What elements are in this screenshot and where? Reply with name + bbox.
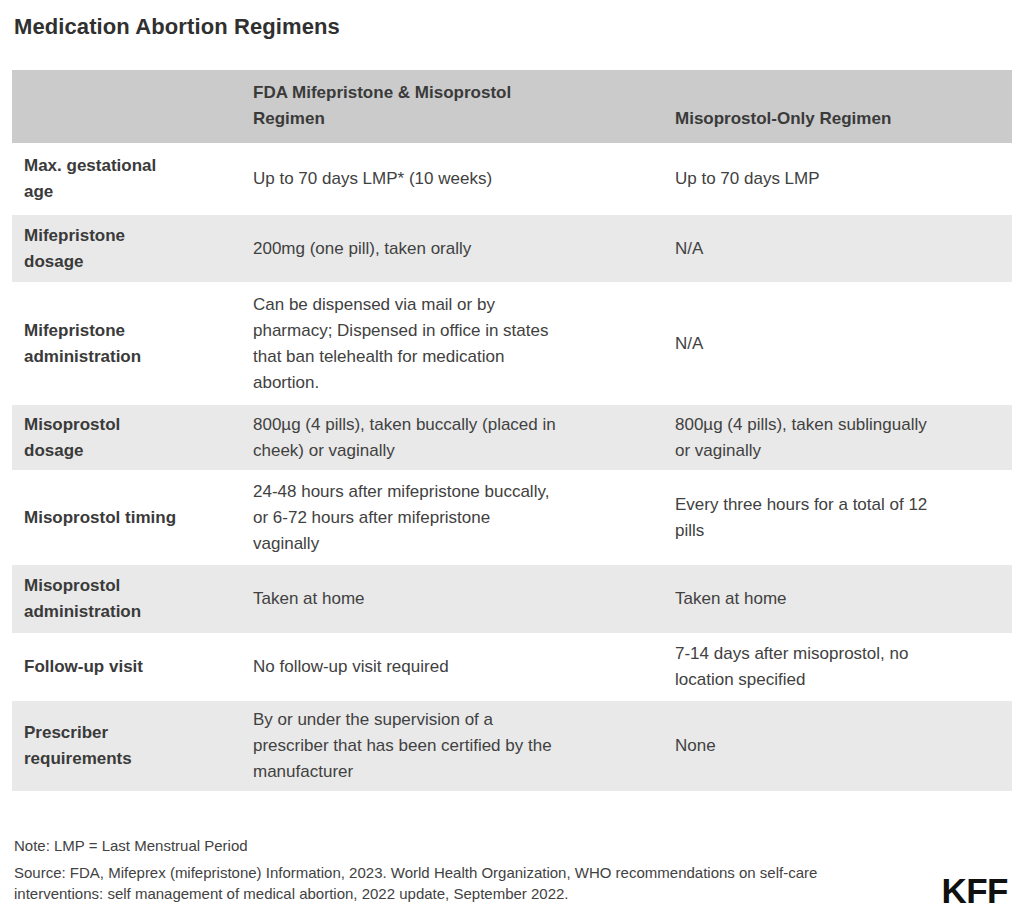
fda-regimen-cell: Up to 70 days LMP* (10 weeks): [240, 143, 662, 215]
row-label: Misoprostol timing: [12, 470, 240, 565]
table-row-misoprostol-administration: Misoprostol administration Taken at home…: [12, 565, 1012, 633]
fda-regimen-cell: Taken at home: [240, 565, 662, 633]
header-empty-cell: [12, 70, 240, 143]
row-label: Mifepristone administration: [12, 282, 240, 405]
table-row-prescriber-requirements: Prescriber requirements By or under the …: [12, 701, 1012, 791]
row-label: Follow-up visit: [12, 633, 240, 701]
footnote: Note: LMP = Last Menstrual Period: [14, 837, 248, 854]
row-label: Prescriber requirements: [12, 701, 240, 791]
miso-regimen-cell: N/A: [662, 282, 1012, 405]
kff-logo: KFF: [941, 871, 1008, 911]
row-label: Max. gestational age: [12, 143, 240, 215]
fda-regimen-cell: 24-48 hours after mifepristone buccally,…: [240, 470, 662, 565]
table-row-mifepristone-administration: Mifepristone administration Can be dispe…: [12, 282, 1012, 405]
infographic-page: Medication Abortion Regimens FDA Mifepri…: [0, 0, 1024, 920]
row-label: Misoprostol dosage: [12, 405, 240, 470]
miso-regimen-cell: Taken at home: [662, 565, 1012, 633]
fda-regimen-cell: 200mg (one pill), taken orally: [240, 215, 662, 282]
table-row-follow-up-visit: Follow-up visit No follow-up visit requi…: [12, 633, 1012, 701]
regimens-table: FDA Mifepristone & Misoprostol Regimen M…: [12, 70, 1012, 791]
miso-regimen-cell: N/A: [662, 215, 1012, 282]
fda-regimen-cell: Can be dispensed via mail or by pharmacy…: [240, 282, 662, 405]
miso-regimen-cell: Every three hours for a total of 12 pill…: [662, 470, 1012, 565]
fda-regimen-cell: No follow-up visit required: [240, 633, 662, 701]
miso-regimen-cell: None: [662, 701, 1012, 791]
table-row-misoprostol-dosage: Misoprostol dosage 800µg (4 pills), take…: [12, 405, 1012, 470]
source-citation: Source: FDA, Mifeprex (mifepristone) Inf…: [14, 862, 994, 904]
header-fda-regimen: FDA Mifepristone & Misoprostol Regimen: [240, 70, 662, 143]
header-miso-only-regimen: Misoprostol-Only Regimen: [662, 70, 1012, 143]
miso-regimen-cell: 800µg (4 pills), taken sublingually or v…: [662, 405, 1012, 470]
miso-regimen-cell: Up to 70 days LMP: [662, 143, 1012, 215]
miso-regimen-cell: 7-14 days after misoprostol, no location…: [662, 633, 1012, 701]
table-row-mifepristone-dosage: Mifepristone dosage 200mg (one pill), ta…: [12, 215, 1012, 282]
fda-regimen-cell: 800µg (4 pills), taken buccally (placed …: [240, 405, 662, 470]
page-title: Medication Abortion Regimens: [14, 14, 340, 40]
fda-regimen-cell: By or under the supervision of a prescri…: [240, 701, 662, 791]
row-label: Misoprostol administration: [12, 565, 240, 633]
table-row-max-gestational-age: Max. gestational age Up to 70 days LMP* …: [12, 143, 1012, 215]
table-row-misoprostol-timing: Misoprostol timing 24-48 hours after mif…: [12, 470, 1012, 565]
row-label: Mifepristone dosage: [12, 215, 240, 282]
table-header-row: FDA Mifepristone & Misoprostol Regimen M…: [12, 70, 1012, 143]
